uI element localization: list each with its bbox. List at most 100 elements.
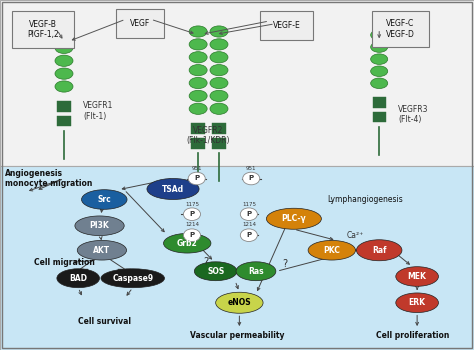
Ellipse shape — [55, 55, 73, 66]
FancyBboxPatch shape — [116, 9, 164, 38]
Circle shape — [183, 208, 201, 220]
FancyBboxPatch shape — [0, 166, 474, 350]
FancyBboxPatch shape — [57, 101, 71, 112]
Text: 1175: 1175 — [242, 202, 256, 206]
Ellipse shape — [371, 54, 388, 64]
Ellipse shape — [210, 52, 228, 63]
Text: VEGFR2
(Flk-1/KDR): VEGFR2 (Flk-1/KDR) — [187, 126, 230, 145]
Ellipse shape — [236, 262, 276, 281]
Ellipse shape — [189, 52, 207, 63]
Ellipse shape — [210, 90, 228, 101]
Text: Grb2: Grb2 — [177, 239, 198, 248]
Text: P: P — [190, 211, 194, 217]
Ellipse shape — [308, 240, 356, 260]
Ellipse shape — [396, 293, 438, 313]
Text: Src: Src — [97, 195, 111, 204]
Ellipse shape — [194, 262, 237, 281]
Text: Ras: Ras — [248, 267, 264, 276]
Text: P: P — [194, 175, 199, 182]
Circle shape — [240, 208, 257, 220]
Text: Ca²⁺: Ca²⁺ — [347, 231, 364, 240]
Text: Lymphangiogenesis: Lymphangiogenesis — [327, 195, 403, 204]
Text: Cell migration: Cell migration — [34, 258, 94, 267]
Text: P: P — [190, 232, 194, 238]
Text: VEGF-C
VEGF-D: VEGF-C VEGF-D — [386, 19, 415, 38]
Ellipse shape — [216, 292, 263, 313]
Ellipse shape — [356, 240, 402, 261]
Text: eNOS: eNOS — [228, 298, 251, 307]
Ellipse shape — [77, 240, 127, 260]
FancyBboxPatch shape — [12, 11, 73, 48]
Ellipse shape — [371, 66, 388, 77]
Ellipse shape — [371, 78, 388, 89]
Text: MEK: MEK — [408, 272, 427, 281]
Ellipse shape — [82, 190, 127, 209]
Ellipse shape — [371, 42, 388, 52]
Ellipse shape — [210, 103, 228, 114]
FancyBboxPatch shape — [57, 116, 71, 126]
Ellipse shape — [189, 90, 207, 101]
FancyBboxPatch shape — [0, 0, 474, 166]
FancyBboxPatch shape — [261, 11, 313, 40]
Ellipse shape — [147, 178, 199, 199]
Ellipse shape — [101, 269, 164, 288]
Ellipse shape — [55, 29, 73, 41]
Text: Cell proliferation: Cell proliferation — [376, 331, 449, 341]
Text: 1214: 1214 — [185, 223, 199, 228]
Ellipse shape — [55, 42, 73, 54]
Text: VEGFR3
(Flt-4): VEGFR3 (Flt-4) — [398, 105, 428, 124]
Ellipse shape — [75, 216, 124, 236]
Text: Caspase9: Caspase9 — [112, 274, 153, 283]
Circle shape — [188, 172, 205, 185]
Text: 951: 951 — [246, 166, 256, 171]
FancyBboxPatch shape — [212, 138, 226, 149]
FancyBboxPatch shape — [191, 124, 205, 134]
Text: 1214: 1214 — [242, 223, 256, 228]
FancyBboxPatch shape — [191, 138, 205, 149]
Ellipse shape — [189, 26, 207, 37]
Ellipse shape — [210, 64, 228, 76]
Ellipse shape — [210, 77, 228, 89]
Circle shape — [240, 229, 257, 241]
Circle shape — [183, 229, 201, 241]
Ellipse shape — [55, 81, 73, 92]
Ellipse shape — [189, 64, 207, 76]
Ellipse shape — [189, 103, 207, 114]
Ellipse shape — [189, 39, 207, 50]
Ellipse shape — [55, 68, 73, 79]
Ellipse shape — [396, 267, 438, 286]
Text: VEGFR1
(Flt-1): VEGFR1 (Flt-1) — [83, 102, 113, 121]
Text: VEGF-B
PIGF-1,2: VEGF-B PIGF-1,2 — [27, 20, 58, 40]
Text: SOS: SOS — [207, 267, 224, 276]
Text: ?: ? — [282, 259, 287, 269]
Circle shape — [243, 172, 260, 185]
FancyBboxPatch shape — [212, 124, 226, 134]
Text: PKC: PKC — [323, 246, 340, 255]
Text: Cell survival: Cell survival — [78, 317, 131, 327]
FancyBboxPatch shape — [373, 97, 386, 108]
Text: Vascular permeability: Vascular permeability — [190, 331, 284, 341]
Text: P: P — [249, 175, 254, 182]
Text: 1175: 1175 — [185, 202, 199, 206]
FancyBboxPatch shape — [373, 112, 386, 122]
Text: P: P — [246, 232, 251, 238]
Text: Raf: Raf — [372, 246, 386, 255]
Ellipse shape — [164, 233, 211, 253]
Ellipse shape — [189, 77, 207, 89]
Text: VEGF: VEGF — [130, 19, 150, 28]
Text: VEGF-E: VEGF-E — [273, 21, 301, 30]
Text: 951: 951 — [191, 166, 202, 171]
Text: TSAd: TSAd — [162, 184, 184, 194]
Ellipse shape — [210, 39, 228, 50]
Ellipse shape — [266, 208, 321, 229]
Text: ?: ? — [204, 257, 209, 267]
Text: Angiogenesis
monocyte migration: Angiogenesis monocyte migration — [5, 169, 92, 188]
Text: BAD: BAD — [69, 274, 87, 283]
Text: P: P — [246, 211, 251, 217]
Ellipse shape — [371, 30, 388, 40]
Ellipse shape — [210, 26, 228, 37]
Text: AKT: AKT — [93, 246, 110, 255]
Text: ERK: ERK — [409, 298, 426, 307]
FancyBboxPatch shape — [372, 11, 429, 47]
Ellipse shape — [57, 269, 100, 288]
